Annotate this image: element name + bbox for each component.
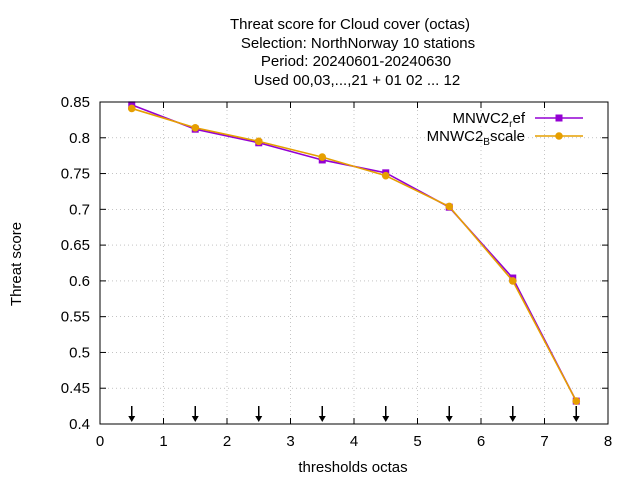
arrow-head xyxy=(255,416,263,422)
arrow-head xyxy=(572,416,580,422)
title-line-1: Threat score for Cloud cover (octas) xyxy=(230,16,470,33)
y-tick-label: 0.65 xyxy=(61,237,90,254)
data-point xyxy=(572,397,581,405)
grid-lines xyxy=(100,102,608,424)
x-tick-label: 0 xyxy=(96,433,104,450)
y-tick-label: 0.75 xyxy=(61,166,90,183)
data-point xyxy=(254,137,263,146)
arrow-head xyxy=(128,416,136,422)
title-line-4: Used 00,03,...,21 + 01 02 ... 12 xyxy=(254,72,460,89)
series-2 xyxy=(127,104,581,405)
data-series xyxy=(127,101,581,405)
threshold-arrow xyxy=(255,406,263,422)
y-axis-label: Threat score xyxy=(8,222,25,306)
x-tick-label: 3 xyxy=(286,433,294,450)
threshold-arrow xyxy=(382,406,390,422)
threshold-arrow xyxy=(445,406,453,422)
threshold-arrow xyxy=(191,406,199,422)
title-line-3: Period: 20240601-20240630 xyxy=(261,53,451,70)
threshold-arrow xyxy=(128,406,136,422)
arrow-head xyxy=(509,416,517,422)
chart-title: Threat score for Cloud cover (octas) Sel… xyxy=(230,16,475,89)
x-tick-label: 1 xyxy=(159,433,167,450)
x-tick-label: 6 xyxy=(477,433,485,450)
threshold-arrow xyxy=(318,406,326,422)
x-tick-label: 7 xyxy=(540,433,548,450)
threshold-arrows xyxy=(128,406,580,422)
data-point xyxy=(127,104,136,113)
series-line xyxy=(131,104,577,402)
y-tick-label: 0.55 xyxy=(61,309,90,326)
arrow-head xyxy=(191,416,199,422)
legend-label: MNWC2Bscale xyxy=(427,128,525,148)
y-tick-label: 0.45 xyxy=(61,380,90,397)
arrow-head xyxy=(445,416,453,422)
y-tick-label: 0.85 xyxy=(61,94,90,111)
legend-marker xyxy=(555,114,563,122)
data-point xyxy=(445,202,454,211)
arrow-head xyxy=(382,416,390,422)
x-tick-label: 4 xyxy=(350,433,358,450)
y-tick-label: 0.4 xyxy=(69,416,90,433)
x-tick-label: 2 xyxy=(223,433,231,450)
y-tick-label: 0.5 xyxy=(69,344,90,361)
data-point xyxy=(318,153,327,161)
series-line xyxy=(131,107,577,402)
x-axis-label: thresholds octas xyxy=(298,459,407,476)
y-tick-label: 0.7 xyxy=(69,201,90,218)
x-tick-label: 8 xyxy=(604,433,612,450)
legend-entry-1: MNWC2ref xyxy=(452,110,583,130)
title-line-2: Selection: NorthNorway 10 stations xyxy=(241,35,475,52)
y-tick-label: 0.8 xyxy=(69,130,90,147)
y-tick-label: 0.6 xyxy=(69,273,90,290)
legend-marker xyxy=(555,132,563,140)
data-point xyxy=(191,123,200,132)
threshold-arrow xyxy=(509,406,517,422)
axis-ticks: 0 1 2 3 4 5 6 7 8 0.4 0.45 0.5 0.55 0.6 0.65 0.7 0.75 0.8… xyxy=(61,94,612,450)
x-tick-label: 5 xyxy=(413,433,421,450)
arrow-head xyxy=(318,416,326,422)
threshold-arrow xyxy=(572,406,580,422)
data-point xyxy=(381,171,390,180)
data-point xyxy=(508,277,517,285)
legend-entry-2: MNWC2Bscale xyxy=(427,128,583,148)
legend-label: MNWC2ref xyxy=(452,110,525,130)
